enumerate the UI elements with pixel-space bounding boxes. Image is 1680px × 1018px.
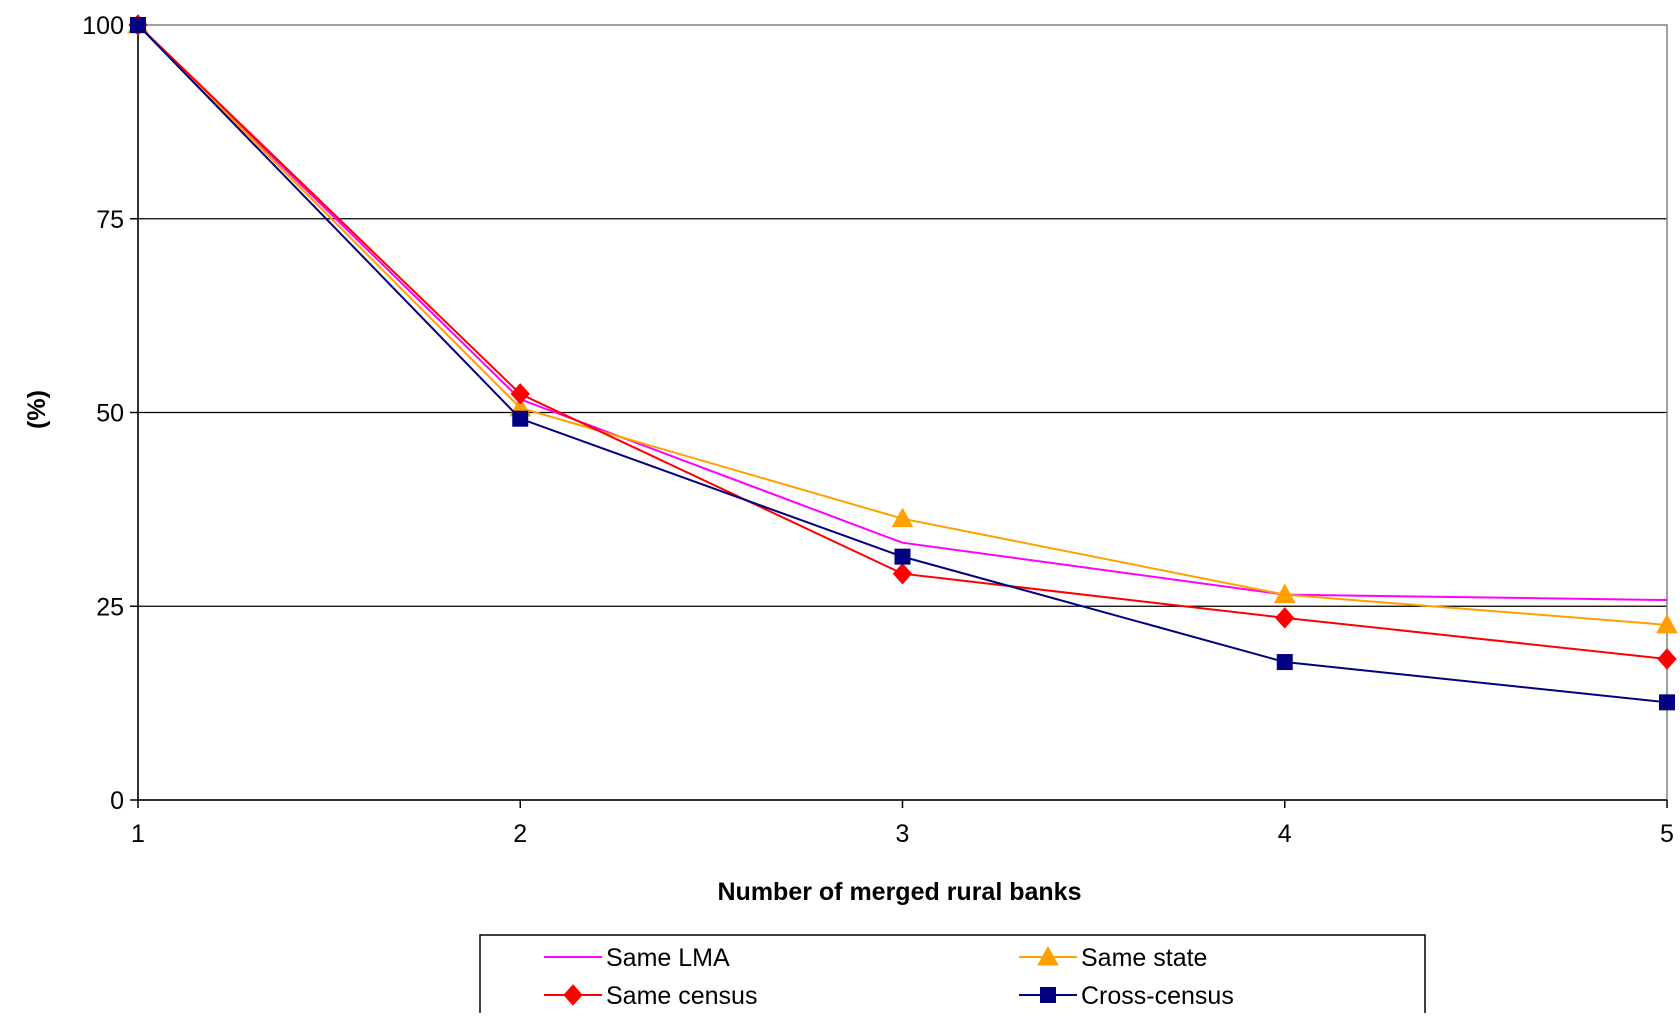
axes bbox=[130, 24, 1668, 808]
legend-label: Same state bbox=[1081, 944, 1207, 972]
y-tick-label: 100 bbox=[82, 12, 124, 40]
x-axis-title: Number of merged rural banks bbox=[718, 878, 1082, 906]
tick-labels: 0 25 50 75 100 1 2 3 4 5 bbox=[82, 12, 1674, 848]
x-tick-label: 3 bbox=[896, 820, 910, 848]
series-same-lma bbox=[137, 24, 1668, 602]
y-tick-label: 25 bbox=[96, 593, 124, 621]
series-same-state bbox=[127, 13, 1678, 634]
legend-marker bbox=[563, 984, 583, 1006]
legend-box bbox=[479, 934, 1426, 1018]
y-axis-title: (%) bbox=[23, 390, 51, 429]
legend-label: Same LMA bbox=[606, 944, 730, 972]
legend-label: Same census bbox=[606, 982, 757, 1010]
data-point bbox=[130, 17, 146, 33]
y-tick-label: 75 bbox=[96, 206, 124, 234]
x-tick-label: 5 bbox=[1660, 820, 1674, 848]
legend-item: Same LMA bbox=[544, 944, 730, 972]
data-point bbox=[894, 548, 911, 565]
data-point bbox=[892, 562, 913, 585]
series-line bbox=[137, 24, 1668, 626]
x-tick-label: 2 bbox=[513, 820, 527, 848]
legend-item: Same state bbox=[1019, 944, 1207, 972]
legend-marker bbox=[1040, 987, 1056, 1003]
series-same-census bbox=[128, 14, 1677, 670]
series-line bbox=[137, 24, 1668, 602]
legend-marker bbox=[1037, 945, 1059, 966]
series-line bbox=[137, 24, 1668, 704]
legend-item: Cross-census bbox=[1019, 982, 1234, 1010]
series-group bbox=[127, 13, 1678, 711]
y-tick-label: 0 bbox=[110, 787, 124, 815]
data-point bbox=[1275, 607, 1295, 629]
legend-items: Same LMA Same state Same census Cross-censu… bbox=[544, 944, 1234, 1010]
data-point bbox=[1659, 694, 1675, 711]
data-point bbox=[510, 383, 530, 405]
x-tick-label: 1 bbox=[131, 820, 145, 848]
data-point bbox=[1276, 654, 1293, 671]
legend: Same LMA Same state Same census Cross-censu… bbox=[479, 934, 1426, 1018]
y-tick-label: 50 bbox=[96, 400, 124, 428]
data-point bbox=[1273, 583, 1296, 604]
data-point bbox=[1657, 648, 1677, 670]
legend-item: Same census bbox=[544, 982, 757, 1010]
gridlines bbox=[138, 218, 1667, 607]
data-point bbox=[512, 410, 529, 427]
x-tick-label: 4 bbox=[1278, 820, 1292, 848]
data-point bbox=[1656, 613, 1678, 634]
data-point bbox=[891, 507, 914, 528]
series-cross-census bbox=[130, 17, 1675, 711]
legend-label: Cross-census bbox=[1081, 982, 1234, 1010]
